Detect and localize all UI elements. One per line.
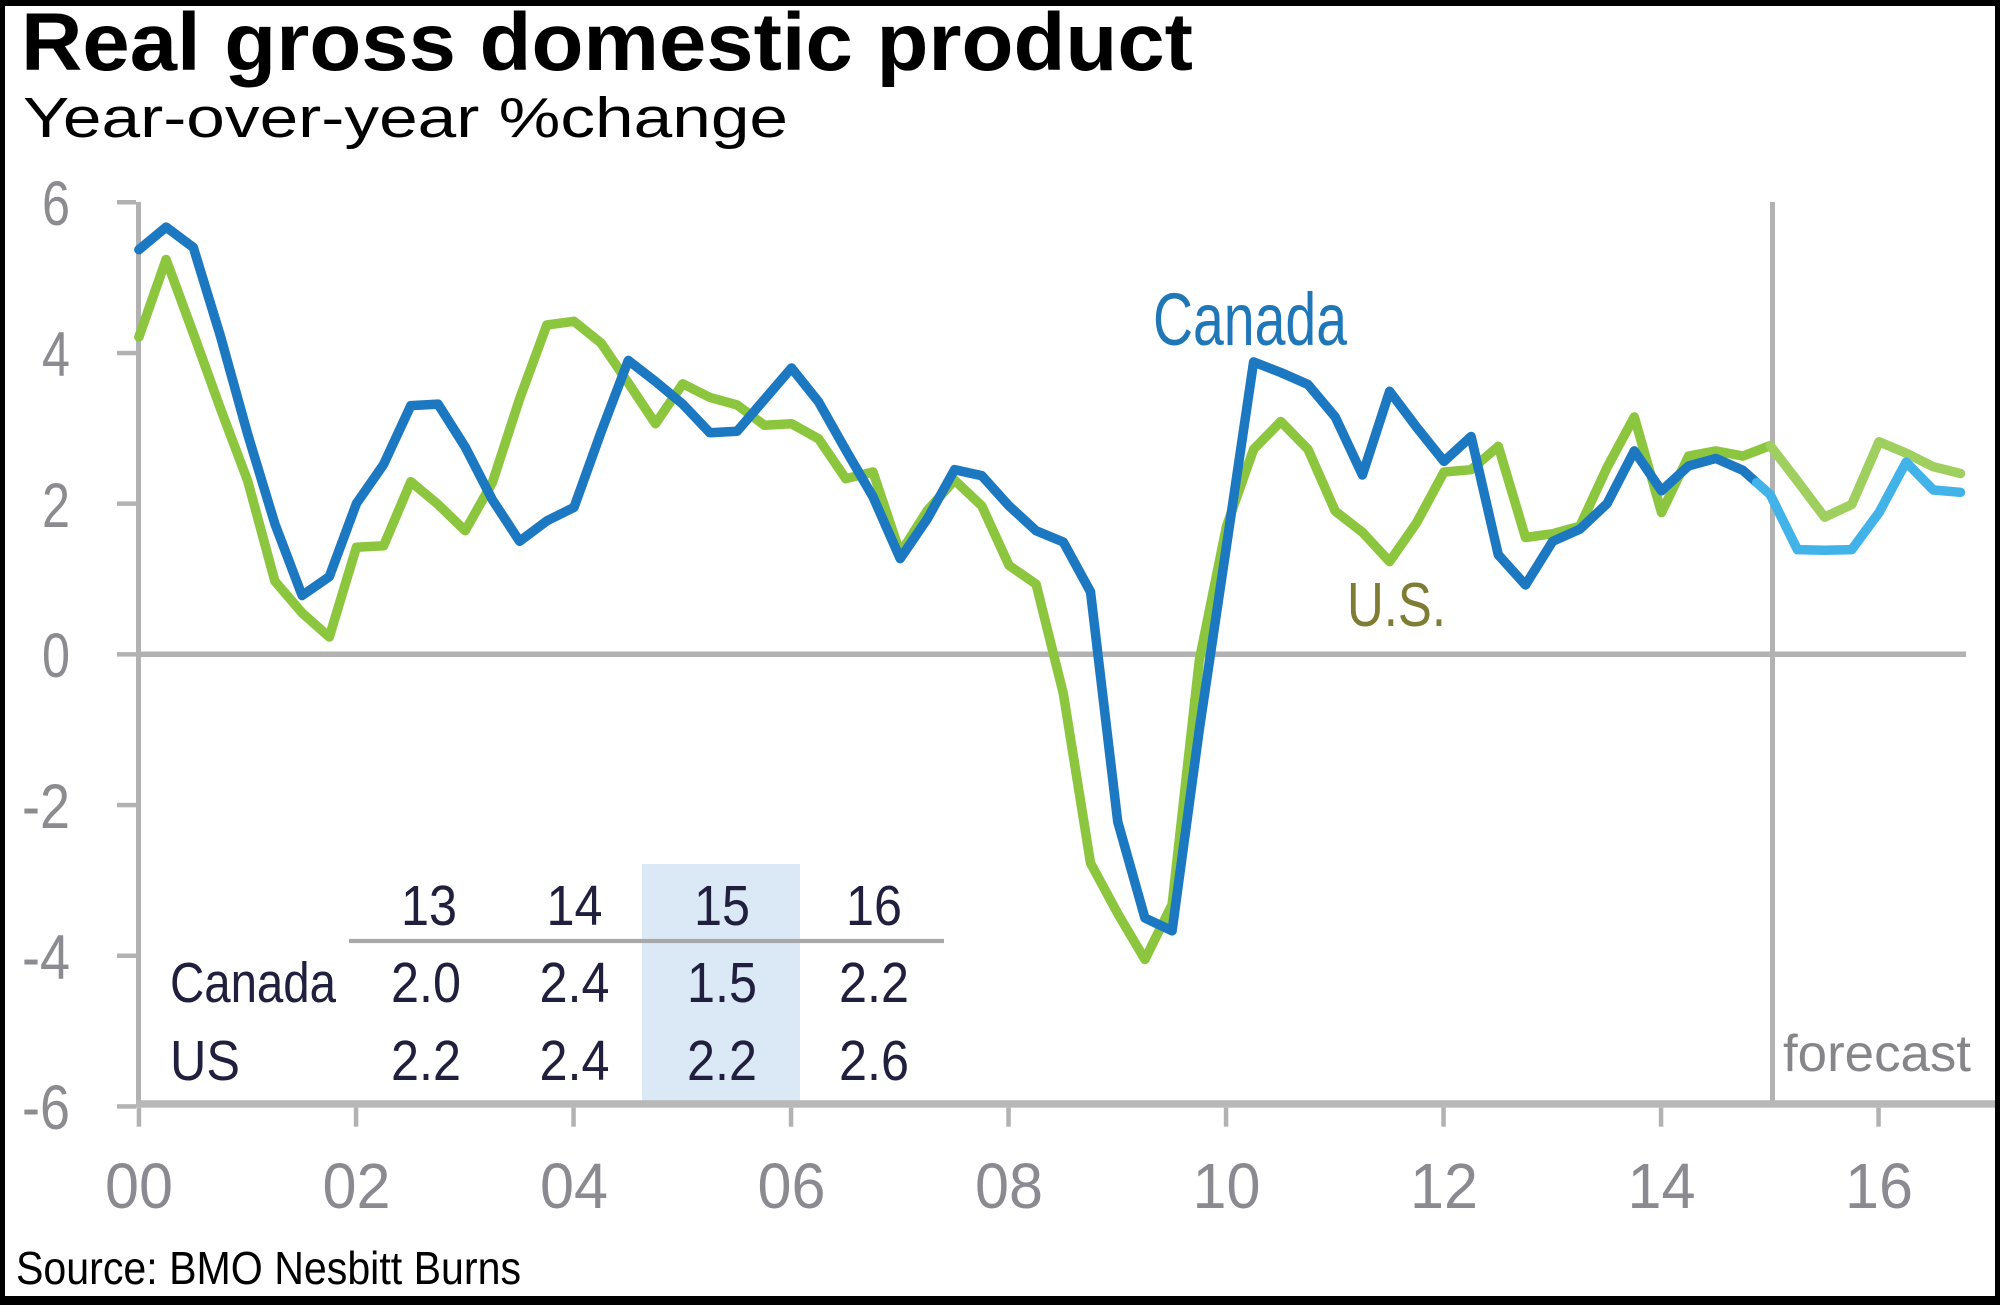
svg-text:-2: -2 xyxy=(22,772,70,842)
svg-text:2.0: 2.0 xyxy=(391,951,461,1015)
svg-text:02: 02 xyxy=(323,1150,391,1222)
svg-text:2.4: 2.4 xyxy=(540,951,610,1015)
svg-text:16: 16 xyxy=(846,874,902,938)
svg-text:forecast: forecast xyxy=(1783,1025,1972,1083)
svg-text:04: 04 xyxy=(540,1150,608,1222)
svg-text:Canada: Canada xyxy=(170,951,336,1015)
svg-text:0: 0 xyxy=(42,621,70,691)
svg-text:2.2: 2.2 xyxy=(687,1029,757,1093)
svg-text:Year-over-year %change: Year-over-year %change xyxy=(23,86,788,150)
svg-text:08: 08 xyxy=(975,1150,1043,1222)
svg-text:16: 16 xyxy=(1845,1150,1913,1222)
svg-text:15: 15 xyxy=(694,874,750,938)
svg-text:06: 06 xyxy=(758,1150,826,1222)
svg-text:13: 13 xyxy=(401,874,457,938)
svg-text:10: 10 xyxy=(1193,1150,1261,1222)
svg-text:6: 6 xyxy=(42,169,70,239)
svg-text:Canada: Canada xyxy=(1153,278,1348,361)
svg-text:1.5: 1.5 xyxy=(687,951,757,1015)
svg-text:-4: -4 xyxy=(22,923,70,993)
svg-text:Real gross domestic product: Real gross domestic product xyxy=(21,0,1193,88)
svg-text:2.2: 2.2 xyxy=(391,1029,461,1093)
svg-text:2.2: 2.2 xyxy=(839,951,909,1015)
svg-text:2.6: 2.6 xyxy=(839,1029,909,1093)
svg-text:4: 4 xyxy=(42,320,70,390)
svg-text:14: 14 xyxy=(1628,1150,1696,1222)
svg-text:U.S.: U.S. xyxy=(1347,571,1446,640)
svg-text:-6: -6 xyxy=(22,1073,70,1143)
svg-text:2: 2 xyxy=(42,471,70,541)
svg-text:Source: BMO Nesbitt Burns: Source: BMO Nesbitt Burns xyxy=(16,1242,521,1294)
svg-text:2.4: 2.4 xyxy=(540,1029,610,1093)
svg-text:00: 00 xyxy=(105,1150,173,1222)
svg-text:US: US xyxy=(170,1029,240,1093)
svg-text:14: 14 xyxy=(547,874,603,938)
svg-text:12: 12 xyxy=(1410,1150,1478,1222)
